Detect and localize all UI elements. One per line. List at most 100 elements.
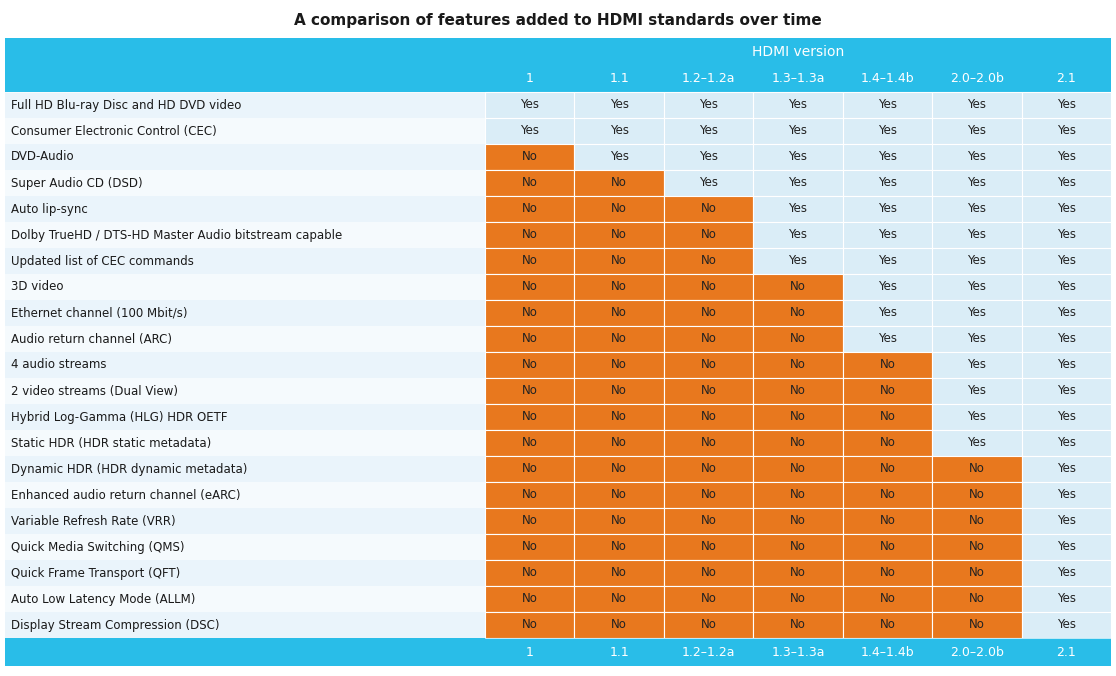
Text: Yes: Yes (1057, 281, 1076, 293)
Bar (4, 144, 485, 170)
Text: No: No (790, 281, 806, 293)
Bar (753, 144, 843, 170)
Bar (485, 534, 575, 560)
Bar (843, 404, 932, 430)
Text: Enhanced audio return channel (eARC): Enhanced audio return channel (eARC) (11, 489, 241, 502)
Text: Yes: Yes (1057, 228, 1076, 241)
Bar (485, 248, 575, 274)
Text: No: No (522, 306, 538, 320)
Text: Yes: Yes (1057, 203, 1076, 216)
Bar (664, 170, 753, 196)
Bar (4, 300, 485, 326)
Text: Yes: Yes (968, 124, 987, 137)
Bar (1021, 92, 1112, 118)
Text: No: No (522, 151, 538, 164)
Text: No: No (701, 281, 716, 293)
Bar (1021, 378, 1112, 404)
Bar (664, 482, 753, 508)
Text: No: No (522, 385, 538, 397)
Bar (664, 612, 753, 638)
Bar (4, 612, 485, 638)
Bar (4, 508, 485, 534)
Bar (664, 456, 753, 482)
Text: Yes: Yes (1057, 254, 1076, 268)
Text: Yes: Yes (878, 228, 897, 241)
Bar (932, 456, 1021, 482)
Text: 1.2–1.2a: 1.2–1.2a (682, 646, 735, 658)
Text: No: No (969, 462, 984, 475)
Text: No: No (612, 410, 627, 423)
Bar (932, 274, 1021, 300)
Text: No: No (522, 437, 538, 450)
Text: No: No (522, 541, 538, 554)
Bar (4, 38, 1112, 66)
Text: Yes: Yes (1057, 541, 1076, 554)
Bar (1021, 508, 1112, 534)
Bar (575, 378, 664, 404)
Text: 1.3–1.3a: 1.3–1.3a (771, 72, 825, 85)
Text: Yes: Yes (968, 385, 987, 397)
Bar (753, 560, 843, 586)
Text: Yes: Yes (968, 281, 987, 293)
Text: 2.1: 2.1 (1057, 646, 1076, 658)
Text: No: No (879, 385, 895, 397)
Bar (4, 534, 485, 560)
Bar (4, 92, 485, 118)
Bar (575, 586, 664, 612)
Text: Yes: Yes (520, 124, 539, 137)
Text: No: No (522, 514, 538, 527)
Text: No: No (701, 306, 716, 320)
Bar (753, 274, 843, 300)
Text: Ethernet channel (100 Mbit/s): Ethernet channel (100 Mbit/s) (11, 306, 187, 320)
Bar (753, 196, 843, 222)
Text: No: No (701, 566, 716, 579)
Bar (575, 508, 664, 534)
Bar (575, 92, 664, 118)
Bar (4, 638, 485, 666)
Text: No: No (790, 306, 806, 320)
Bar (485, 92, 575, 118)
Text: Updated list of CEC commands: Updated list of CEC commands (11, 254, 194, 268)
Bar (575, 456, 664, 482)
Text: No: No (612, 306, 627, 320)
Bar (843, 144, 932, 170)
Text: No: No (969, 592, 984, 606)
Bar (1021, 456, 1112, 482)
Text: No: No (612, 358, 627, 372)
Bar (575, 170, 664, 196)
Bar (485, 300, 575, 326)
Bar (485, 378, 575, 404)
Text: No: No (790, 619, 806, 631)
Text: Yes: Yes (520, 99, 539, 112)
Text: Static HDR (HDR static metadata): Static HDR (HDR static metadata) (11, 437, 211, 450)
Bar (753, 326, 843, 352)
Bar (932, 586, 1021, 612)
Text: No: No (522, 176, 538, 189)
Bar (485, 612, 575, 638)
Bar (932, 534, 1021, 560)
Bar (932, 222, 1021, 248)
Text: Dolby TrueHD / DTS-HD Master Audio bitstream capable: Dolby TrueHD / DTS-HD Master Audio bitst… (11, 228, 343, 241)
Text: No: No (790, 462, 806, 475)
Text: No: No (612, 619, 627, 631)
Bar (932, 430, 1021, 456)
Text: No: No (790, 489, 806, 502)
Text: Yes: Yes (609, 124, 628, 137)
Bar (664, 508, 753, 534)
Bar (664, 430, 753, 456)
Text: No: No (790, 566, 806, 579)
Bar (843, 612, 932, 638)
Bar (753, 378, 843, 404)
Bar (843, 170, 932, 196)
Bar (932, 612, 1021, 638)
Text: Yes: Yes (789, 254, 808, 268)
Text: No: No (612, 176, 627, 189)
Bar (753, 482, 843, 508)
Text: Yes: Yes (968, 306, 987, 320)
Bar (664, 404, 753, 430)
Text: 1: 1 (526, 72, 533, 85)
Text: Yes: Yes (789, 228, 808, 241)
Text: No: No (969, 619, 984, 631)
Bar (485, 326, 575, 352)
Text: Yes: Yes (1057, 619, 1076, 631)
